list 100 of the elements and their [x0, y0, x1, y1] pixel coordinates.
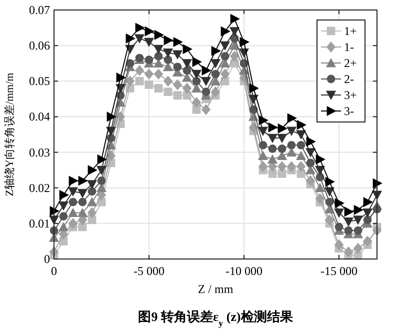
- point: [202, 65, 212, 76]
- x-tick-label: -15 000: [320, 264, 358, 278]
- point: [97, 154, 107, 164]
- point: [296, 130, 306, 140]
- point: [172, 79, 182, 90]
- point: [258, 150, 268, 160]
- point: [134, 34, 145, 44]
- point: [154, 68, 164, 80]
- legend-label: 1+: [344, 24, 357, 38]
- point: [126, 33, 136, 44]
- point: [248, 94, 259, 104]
- point: [258, 126, 268, 136]
- point: [106, 112, 116, 122]
- point: [68, 208, 78, 217]
- point: [164, 88, 172, 96]
- point: [87, 207, 97, 218]
- point: [144, 56, 154, 64]
- legend-label: 2-: [344, 72, 354, 86]
- point: [306, 158, 315, 168]
- point: [144, 38, 154, 48]
- point: [211, 70, 220, 78]
- point: [296, 150, 306, 160]
- point: [277, 161, 287, 172]
- point: [353, 242, 363, 254]
- point: [68, 187, 78, 196]
- point: [125, 76, 135, 87]
- point: [154, 30, 164, 40]
- point: [343, 217, 354, 227]
- point: [135, 76, 144, 86]
- point: [192, 76, 201, 86]
- point: [324, 187, 335, 196]
- point: [220, 41, 230, 51]
- x-axis-title: Z / mm: [198, 282, 234, 296]
- point: [115, 84, 126, 94]
- point: [314, 182, 326, 192]
- point: [210, 59, 221, 68]
- point: [316, 154, 326, 164]
- point: [286, 126, 297, 136]
- point: [116, 111, 126, 122]
- point: [173, 91, 182, 100]
- point: [305, 148, 316, 158]
- point: [230, 14, 240, 24]
- point: [68, 176, 78, 186]
- point: [96, 166, 107, 176]
- y-tick-label: 0: [44, 252, 50, 266]
- point: [153, 44, 164, 54]
- point: [191, 70, 202, 80]
- point: [59, 212, 68, 221]
- point: [344, 226, 353, 235]
- point: [182, 82, 192, 94]
- point: [352, 216, 364, 225]
- point: [97, 176, 106, 185]
- point: [344, 206, 354, 217]
- point: [201, 104, 211, 116]
- point: [68, 218, 78, 229]
- point: [334, 208, 344, 218]
- point: [334, 239, 344, 250]
- x-tick-label: -10 000: [226, 264, 262, 278]
- point: [134, 65, 144, 76]
- point: [68, 198, 78, 206]
- point: [278, 123, 288, 134]
- point: [144, 80, 154, 89]
- point: [276, 134, 288, 144]
- point: [192, 97, 202, 108]
- point: [59, 190, 69, 200]
- point: [58, 201, 69, 211]
- point: [278, 144, 286, 153]
- point: [315, 193, 325, 204]
- point: [144, 68, 154, 80]
- point: [172, 50, 183, 60]
- point: [344, 246, 354, 258]
- point: [363, 216, 372, 224]
- point: [58, 222, 69, 232]
- point: [334, 222, 344, 232]
- point: [220, 52, 230, 60]
- point: [268, 144, 277, 153]
- text: 图9 转角误差ε$_{y}$ (z)检测结果: [138, 309, 294, 328]
- point: [258, 115, 268, 126]
- point: [77, 208, 88, 217]
- point: [354, 204, 364, 215]
- point: [334, 198, 344, 208]
- point: [268, 122, 278, 132]
- point: [314, 166, 326, 176]
- point: [296, 140, 306, 150]
- point: [78, 198, 87, 206]
- y-tick-label: 0.06: [29, 38, 50, 53]
- point: [182, 66, 192, 75]
- point: [287, 113, 297, 124]
- y-axis-title: Z轴绕Y向转角误差/mm/m: [3, 72, 16, 196]
- point: [173, 36, 183, 48]
- legend-label: 3-: [344, 104, 354, 118]
- point: [163, 76, 173, 87]
- point: [325, 176, 335, 187]
- point: [258, 161, 268, 172]
- y-tick-label: 0.05: [29, 74, 50, 88]
- point: [325, 198, 334, 206]
- x-tick-label: -5 000: [134, 264, 164, 278]
- legend-label: 1-: [344, 40, 354, 54]
- point: [88, 187, 96, 196]
- y-tick-label: 0.01: [29, 216, 50, 230]
